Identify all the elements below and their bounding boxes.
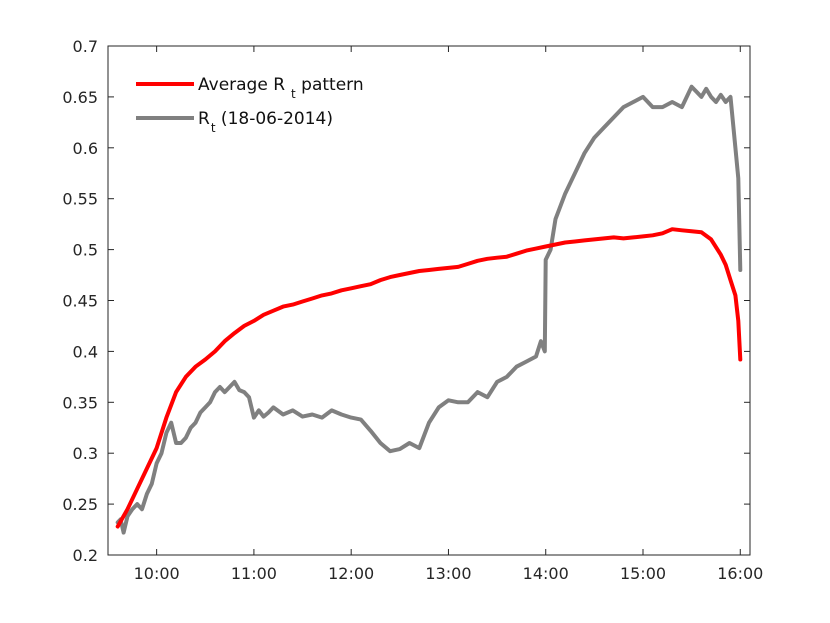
legend: Average R t pattern Rt (18-06-2014) bbox=[136, 75, 364, 135]
y-tick-label: 0.3 bbox=[73, 444, 98, 463]
x-tick-label: 15:00 bbox=[620, 564, 666, 583]
x-tick-label: 11:00 bbox=[231, 564, 277, 583]
series-layer bbox=[115, 84, 743, 535]
y-tick-label: 0.7 bbox=[73, 37, 98, 56]
x-tick-label: 10:00 bbox=[134, 564, 180, 583]
y-tick-label: 0.5 bbox=[73, 241, 98, 260]
y-tick-label: 0.25 bbox=[62, 495, 98, 514]
legend-label-subscript: t bbox=[211, 121, 216, 135]
x-tick-label: 13:00 bbox=[425, 564, 471, 583]
legend-label-main: R bbox=[198, 109, 210, 129]
legend-label-rest: pattern bbox=[296, 75, 364, 95]
y-tick-label: 0.55 bbox=[62, 190, 98, 209]
legend-label-rest: (18-06-2014) bbox=[216, 109, 333, 129]
legend-entry: Rt (18-06-2014) bbox=[198, 109, 333, 135]
legend-entry: Average R t pattern bbox=[198, 75, 364, 101]
series-line-rt-18-06-2014 bbox=[115, 84, 743, 535]
y-tick-label: 0.6 bbox=[73, 139, 98, 158]
y-tick-label: 0.65 bbox=[62, 88, 98, 107]
y-tick-label: 0.2 bbox=[73, 546, 98, 565]
x-axis: 10:00 11:00 12:00 13:00 14:00 15:00 16:00 bbox=[134, 46, 763, 583]
y-axis: 0.2 0.25 0.3 0.35 0.4 0.45 0.5 0.55 0.6 0.65 0.7 bbox=[62, 37, 750, 565]
legend-label-main: Average R bbox=[198, 75, 285, 95]
x-tick-label: 12:00 bbox=[328, 564, 374, 583]
x-tick-label: 16:00 bbox=[717, 564, 763, 583]
x-tick-label: 14:00 bbox=[523, 564, 569, 583]
y-tick-label: 0.45 bbox=[62, 292, 98, 311]
legend-label-subscript: t bbox=[291, 87, 296, 101]
y-tick-label: 0.4 bbox=[73, 342, 98, 361]
series-line-average-rt-pattern bbox=[115, 227, 743, 529]
y-tick-label: 0.35 bbox=[62, 393, 98, 412]
